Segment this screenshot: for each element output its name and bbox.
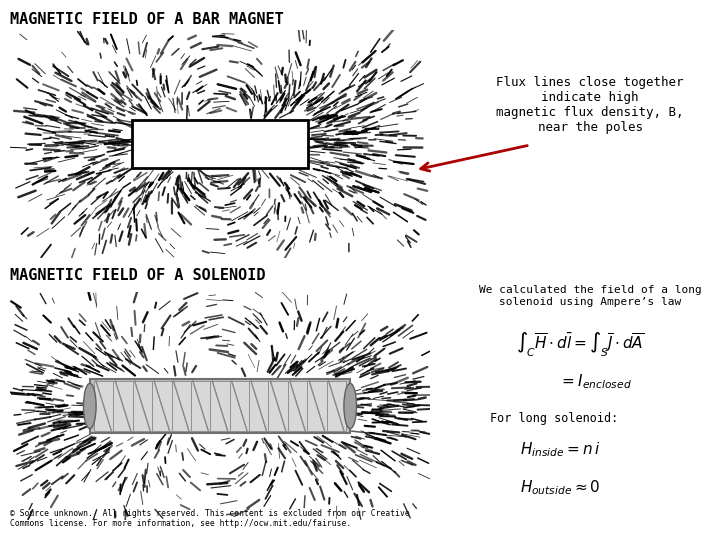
Ellipse shape (344, 383, 356, 429)
Text: $= I_{enclosed}$: $= I_{enclosed}$ (559, 372, 631, 391)
Text: For long solenoid:: For long solenoid: (490, 412, 618, 425)
Bar (171, 381, 191, 431)
Text: Flux lines close together
indicate high
magnetic flux density, B,
near the poles: Flux lines close together indicate high … (496, 76, 684, 134)
Text: MAGNETIC FIELD OF A BAR MAGNET: MAGNETIC FIELD OF A BAR MAGNET (10, 12, 284, 27)
Bar (152, 381, 171, 431)
Bar (210, 381, 230, 431)
Text: We calculated the field of a long
solenoid using Ampere’s law: We calculated the field of a long soleno… (479, 285, 701, 307)
Text: $H_{inside} = n\,i$: $H_{inside} = n\,i$ (520, 440, 600, 458)
Bar (94, 381, 113, 431)
Bar (327, 381, 346, 431)
Text: $\int_C \overline{H} \cdot d\bar{l} = \int_S \overline{J} \cdot d\overline{A}$: $\int_C \overline{H} \cdot d\bar{l} = \i… (516, 330, 644, 359)
Text: © Source unknown.  All rights reserved. This content is excluded from our Creati: © Source unknown. All rights reserved. T… (10, 509, 410, 528)
Bar (191, 381, 210, 431)
Text: $H_{outside} \approx 0$: $H_{outside} \approx 0$ (520, 478, 600, 497)
Bar (113, 381, 132, 431)
Bar (90, 380, 350, 433)
Bar (132, 120, 308, 167)
Bar (249, 381, 269, 431)
Ellipse shape (84, 383, 96, 429)
Bar (288, 381, 307, 431)
Bar (307, 381, 327, 431)
Bar (132, 381, 152, 431)
Bar (230, 381, 249, 431)
Text: MAGNETIC FIELD OF A SOLENOID: MAGNETIC FIELD OF A SOLENOID (10, 268, 266, 283)
Bar (269, 381, 288, 431)
